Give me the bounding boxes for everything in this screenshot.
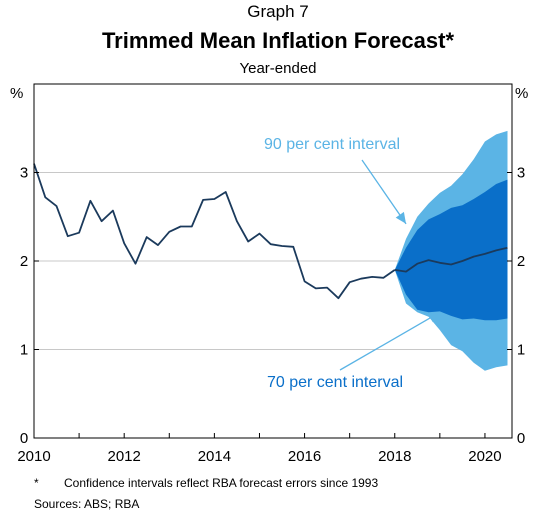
y-tick-left-2: 2 (20, 253, 28, 270)
arrow-70-interval-line (339, 311, 441, 371)
x-tick-2020: 2020 (468, 448, 501, 465)
annotation-70-interval: 70 per cent interval (267, 374, 403, 391)
series-line-forecast (394, 246, 508, 273)
series-lines (33, 163, 508, 300)
footnote-text: Confidence intervals reflect RBA forecas… (64, 476, 379, 490)
axes: % % 0 0 1 1 2 2 3 3 2010 2012 2014 2016 2018 2020 (10, 83, 528, 465)
x-tick-2012: 2012 (108, 448, 141, 465)
y-tick-left-3: 3 (20, 165, 28, 182)
sources-note: Sources: ABS; RBA (34, 497, 140, 511)
y-tick-right-0: 0 (517, 430, 525, 447)
y-axis-unit-right: % (515, 85, 528, 102)
x-tick-2018: 2018 (378, 448, 411, 465)
footnote: * Confidence intervals reflect RBA foreca… (34, 476, 378, 490)
y-tick-right-1: 1 (517, 342, 525, 359)
y-tick-left-1: 1 (20, 342, 28, 359)
x-tick-2016: 2016 (288, 448, 321, 465)
y-axis-unit-left: % (10, 85, 23, 102)
x-tick-2010: 2010 (17, 448, 50, 465)
annotation-90-interval: 90 per cent interval (264, 136, 400, 153)
y-tick-right-3: 3 (517, 165, 525, 182)
confidence-bands (394, 130, 508, 371)
arrow-90-interval-head (395, 211, 406, 224)
graph-label: Graph 7 (247, 2, 309, 21)
footnote-star: * (34, 476, 39, 490)
y-tick-right-2: 2 (517, 253, 525, 270)
chart-title: Trimmed Mean Inflation Forecast* (101, 28, 455, 53)
series-line-actual (33, 163, 396, 300)
y-tick-left-0: 0 (20, 430, 28, 447)
arrow-90-interval-line (361, 159, 407, 225)
x-tick-2014: 2014 (198, 448, 231, 465)
arrow-70-interval-head (427, 312, 440, 323)
chart-subtitle: Year-ended (239, 60, 317, 77)
annotations: 90 per cent interval 70 per cent interva… (264, 136, 441, 391)
inflation-chart: 90 per cent interval 70 per cent interva… (10, 83, 528, 465)
band-70-per-cent (394, 179, 508, 321)
